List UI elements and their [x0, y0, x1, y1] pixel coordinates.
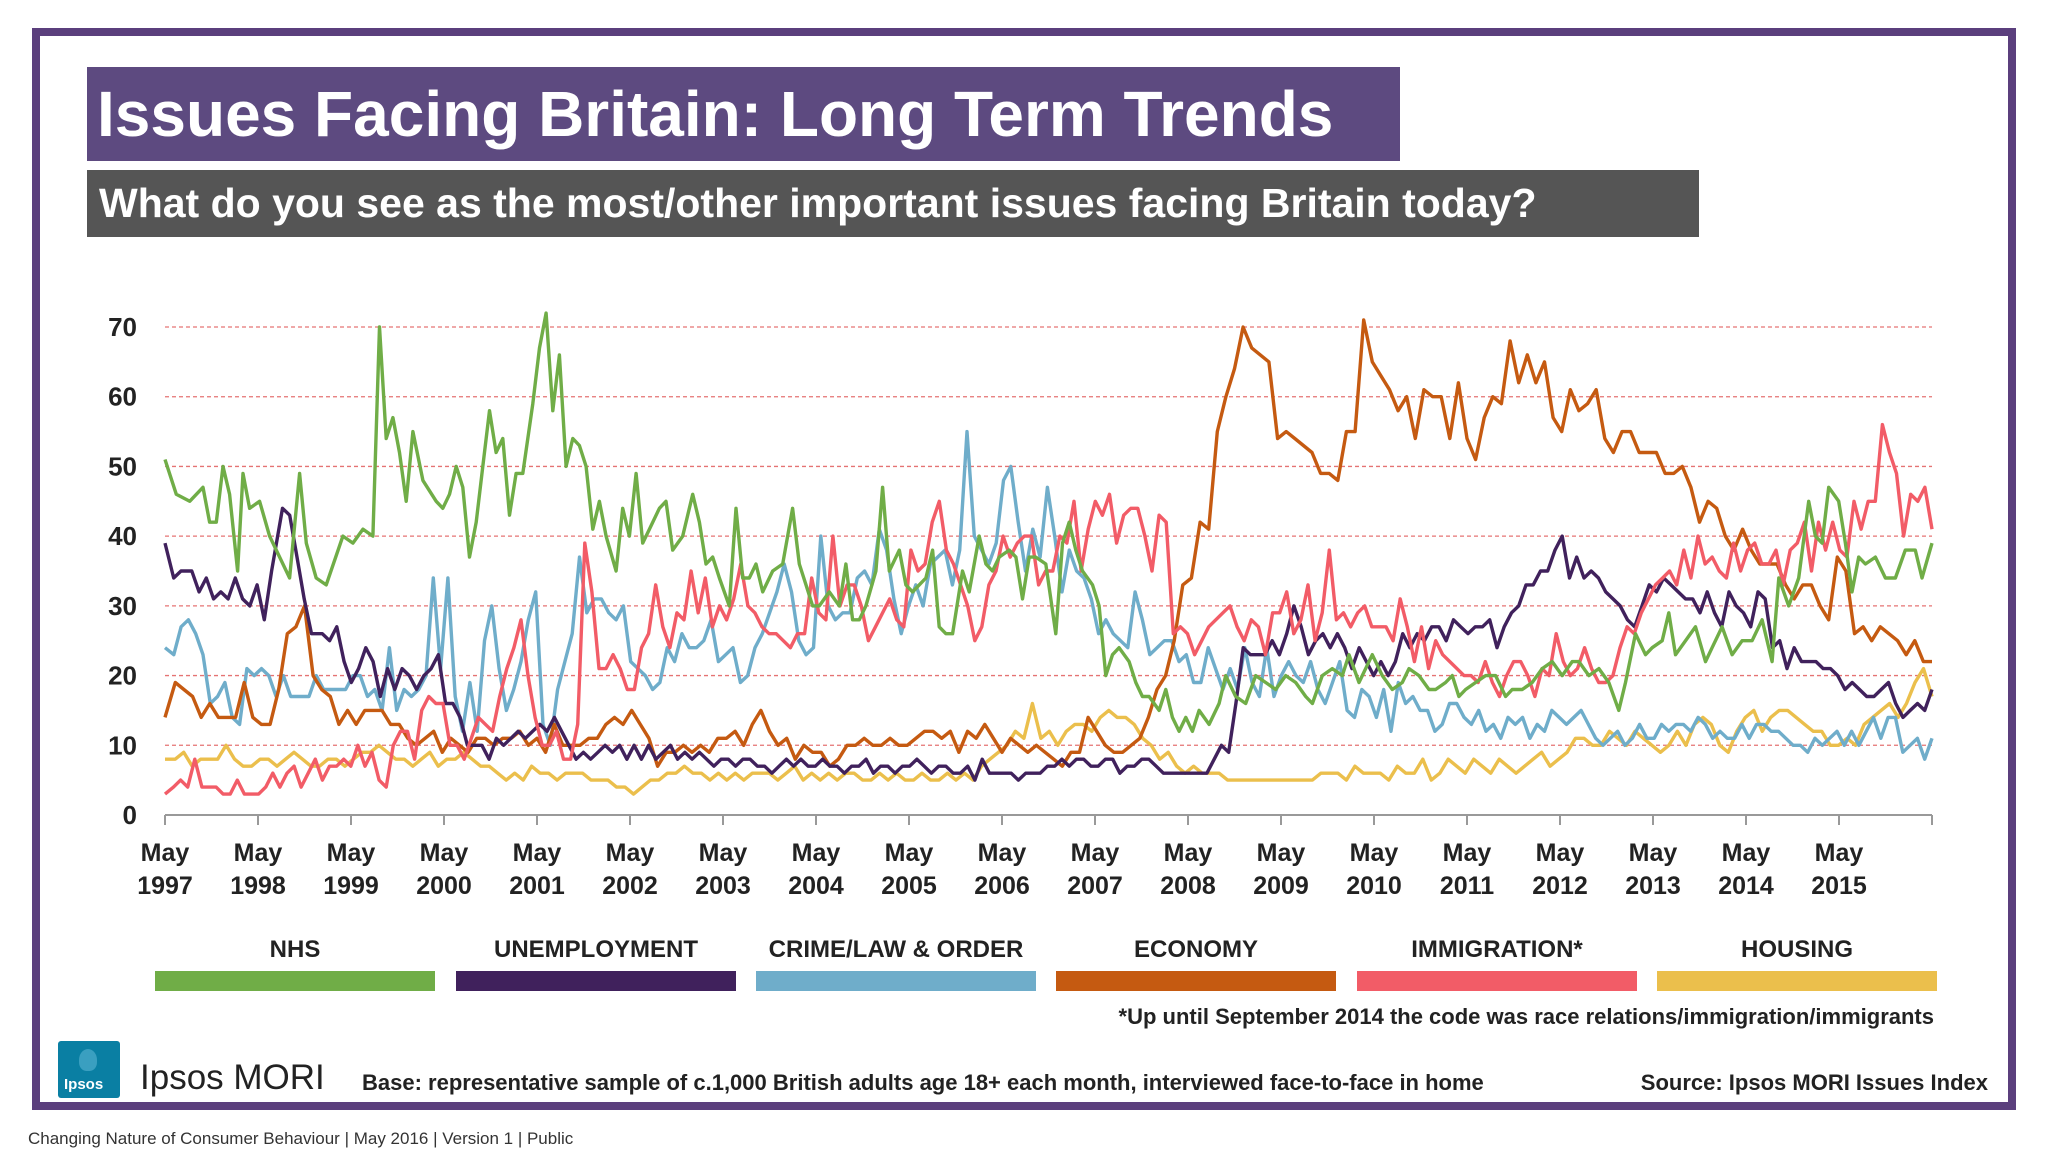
x-tick-label-year: 2015	[1811, 872, 1867, 900]
grid-lines	[165, 326, 1932, 746]
legend-swatch	[756, 971, 1036, 991]
x-tick-label-month: May	[1350, 839, 1399, 867]
x-tick-labels: May 1997 May 1998 May 1999 May 2000 May 2001 May 20…	[137, 839, 1867, 900]
x-tick-label-year: 2001	[509, 872, 565, 900]
series-line-crime-law-order	[163, 429, 1934, 761]
x-tick-label-month: May	[1257, 839, 1306, 867]
legend-item: CRIME/LAW & ORDER	[756, 935, 1036, 991]
y-tick-label: 30	[108, 591, 137, 621]
x-tick-label-year: 2007	[1067, 872, 1123, 900]
legend-label: HOUSING	[1740, 936, 1853, 963]
legend-label: IMMIGRATION*	[1411, 936, 1583, 963]
page-title: Issues Facing Britain: Long Term Trends	[87, 67, 1400, 161]
x-tick-label-month: May	[978, 839, 1027, 867]
x-tick-label-year: 1999	[323, 872, 379, 900]
legend-label: NHS	[269, 936, 321, 963]
x-tick-label-month: May	[141, 839, 190, 867]
legend-swatch	[155, 971, 435, 991]
page-subtitle: What do you see as the most/other import…	[87, 170, 1699, 237]
x-tick-label-month: May	[1071, 839, 1120, 867]
page-footer: Changing Nature of Consumer Behaviour | …	[28, 1129, 574, 1148]
legend-item: UNEMPLOYMENT	[456, 935, 736, 991]
series-lines	[163, 311, 1934, 796]
y-tick-label: 20	[108, 661, 137, 691]
x-tick-label-month: May	[885, 839, 934, 867]
y-tick-labels: 0 10 20 30 40 50 60 70	[108, 312, 137, 830]
x-tick-label-year: 2010	[1346, 872, 1402, 900]
logo-drop-icon	[79, 1049, 97, 1071]
x-tick-label-month: May	[327, 839, 376, 867]
x-tick-label-month: May	[699, 839, 748, 867]
x-tick-label-month: May	[513, 839, 562, 867]
y-tick-label: 10	[108, 730, 137, 760]
x-tick-label-month: May	[1536, 839, 1585, 867]
x-tick-label-month: May	[792, 839, 841, 867]
legend-swatch	[1657, 971, 1937, 991]
x-tick-label-year: 2002	[602, 872, 658, 900]
axes	[164, 814, 1933, 825]
legend-swatch	[1056, 971, 1336, 991]
x-tick-label-month: May	[1815, 839, 1864, 867]
x-tick-label-year: 2004	[788, 872, 844, 900]
legend-label: CRIME/LAW & ORDER	[768, 936, 1024, 963]
brand-name: Ipsos MORI	[140, 1058, 325, 1097]
x-tick-label-year: 2006	[974, 872, 1030, 900]
y-tick-label: 70	[108, 312, 137, 342]
x-tick-label-year: 2005	[881, 872, 937, 900]
x-tick-label-year: 2012	[1532, 872, 1588, 900]
series-line-nhs	[163, 311, 1934, 733]
x-tick-label-year: 2013	[1625, 872, 1681, 900]
legend-swatch	[1357, 971, 1637, 991]
logo-text: Ipsos	[64, 1076, 104, 1093]
legend-label: UNEMPLOYMENT	[494, 936, 698, 963]
x-tick-label-month: May	[1629, 839, 1678, 867]
x-tick-label-year: 2011	[1440, 872, 1494, 900]
legend-swatch	[456, 971, 736, 991]
legend-item: HOUSING	[1657, 935, 1937, 991]
ipsos-logo: Ipsos	[58, 1041, 120, 1098]
series-line-immigration	[163, 422, 1934, 796]
x-tick-label-year: 2014	[1718, 872, 1774, 900]
x-tick-label-month: May	[606, 839, 655, 867]
x-tick-label-year: 1997	[137, 872, 193, 900]
x-tick-label-month: May	[420, 839, 469, 867]
x-tick-label-year: 2009	[1253, 872, 1309, 900]
series-line-economy	[163, 318, 1932, 768]
x-tick-label-year: 2000	[416, 872, 472, 900]
x-tick-label-month: May	[1722, 839, 1771, 867]
legend-item: IMMIGRATION*	[1357, 935, 1637, 991]
x-tick-label-month: May	[1164, 839, 1213, 867]
x-tick-label-month: May	[1443, 839, 1492, 867]
legend-item: NHS	[155, 935, 435, 991]
source-note: Source: Ipsos MORI Issues Index	[1640, 1070, 1988, 1095]
legend-item: ECONOMY	[1056, 935, 1336, 991]
footnote: *Up until September 2014 the code was ra…	[1118, 1004, 1934, 1029]
legend-label: ECONOMY	[1133, 936, 1258, 963]
base-note: Base: representative sample of c.1,000 B…	[362, 1070, 1484, 1095]
x-tick-label-year: 1998	[230, 872, 286, 900]
y-tick-label: 50	[108, 451, 137, 481]
x-tick-label-month: May	[234, 839, 283, 867]
y-tick-label: 40	[108, 521, 137, 551]
y-tick-label: 60	[108, 382, 137, 412]
y-tick-label: 0	[123, 800, 137, 830]
x-tick-label-year: 2008	[1160, 872, 1216, 900]
x-tick-label-year: 2003	[695, 872, 751, 900]
